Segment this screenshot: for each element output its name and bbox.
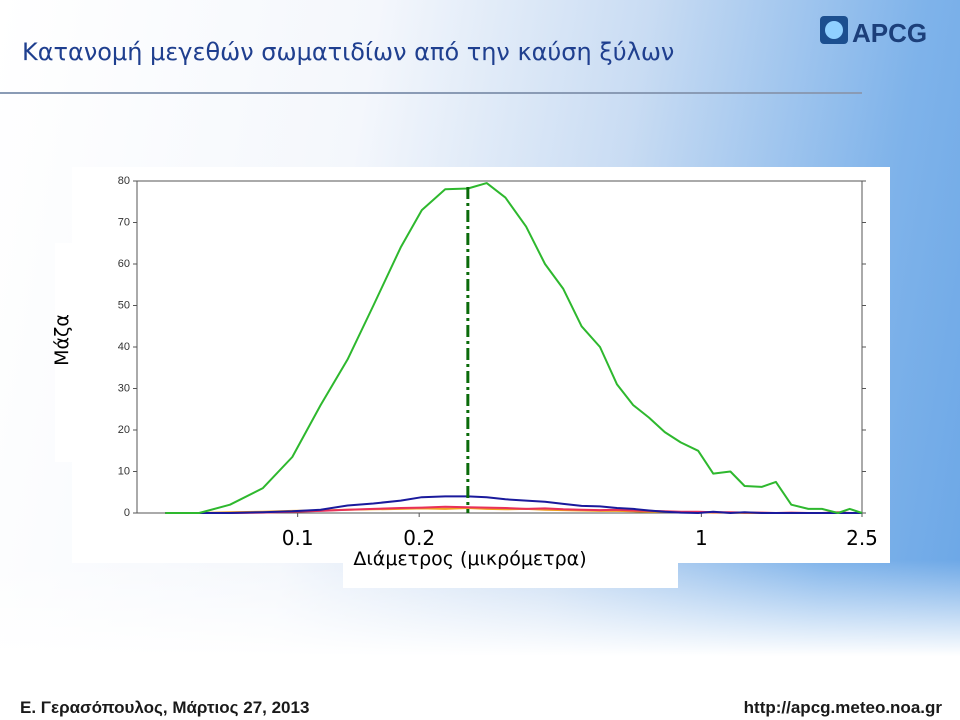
y-tick-label: 50: [118, 299, 130, 311]
logo-globe: [825, 21, 843, 39]
x-tick-label: 1: [695, 526, 708, 550]
x-axis-label: Διάμετρος (μικρόμετρα): [353, 548, 586, 570]
logo: APCG: [820, 16, 927, 48]
y-tick-label: 70: [118, 216, 130, 228]
y-tick-label: 10: [118, 465, 130, 477]
y-axis-label: Μάζα: [51, 314, 73, 366]
series-line: [165, 182, 863, 514]
x-tick-label: 0.2: [403, 526, 435, 550]
y-tick-label: 0: [124, 507, 130, 519]
x-tick-label: 2.5: [846, 526, 878, 550]
y-label-panel: [55, 243, 75, 462]
footer-right: http://apcg.meteo.noa.gr: [744, 698, 943, 717]
x-label-panel: [343, 540, 678, 588]
slide-title: Κατανομή μεγεθών σωματιδίων από την καύσ…: [22, 38, 674, 66]
logo-text: APCG: [852, 18, 927, 48]
y-tick-label: 20: [118, 424, 130, 436]
y-tick-label: 30: [118, 382, 130, 394]
chart-panel: [72, 167, 890, 563]
series-line: [165, 495, 862, 514]
y-tick-label: 60: [118, 258, 130, 270]
x-tick-label: 0.1: [282, 526, 314, 550]
y-tick-label: 40: [118, 341, 130, 353]
y-tick-label: 80: [118, 175, 130, 187]
footer-left: Ε. Γερασόπουλος, Μάρτιος 27, 2013: [20, 698, 309, 717]
